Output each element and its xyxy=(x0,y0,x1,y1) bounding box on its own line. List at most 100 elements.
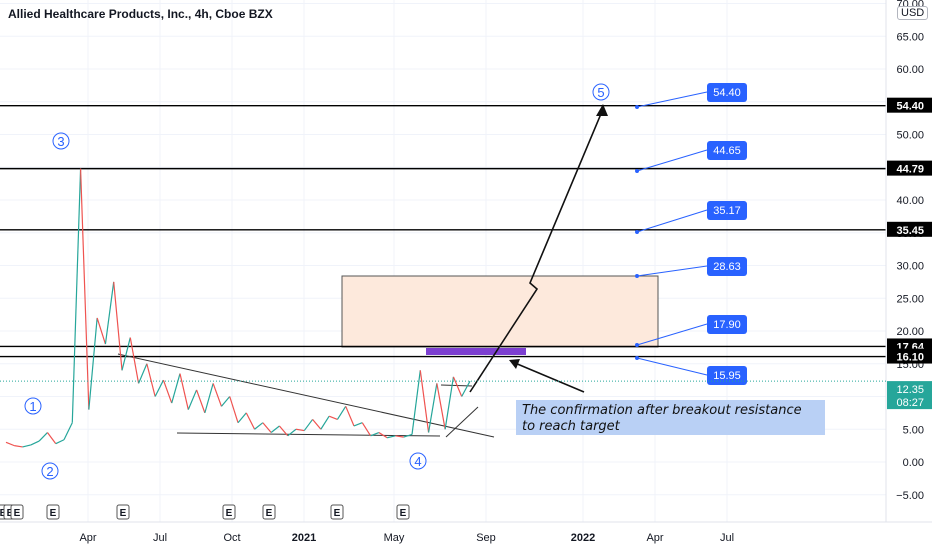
price-segment xyxy=(104,281,115,345)
annotation-text-line2: to reach target xyxy=(522,419,621,434)
target-leader-line xyxy=(636,357,708,376)
target-zone-box xyxy=(341,275,659,348)
price-segment xyxy=(278,425,289,437)
price-segment xyxy=(171,373,181,404)
target-tag xyxy=(707,141,747,160)
price-axis-bg xyxy=(886,0,932,522)
target-anchor-dot xyxy=(635,343,639,347)
time-tick-label: 2021 xyxy=(292,532,316,544)
annotation-text-line1: The confirmation after breakout resistan… xyxy=(522,403,802,418)
annotation-box: The confirmation after breakout resistan… xyxy=(516,400,825,435)
time-tick-label: Jul xyxy=(720,532,734,544)
target-leader-line xyxy=(636,149,708,172)
target-anchor-dot xyxy=(635,169,639,173)
price-segment xyxy=(237,412,247,424)
price-segment xyxy=(361,422,372,437)
price-segment xyxy=(38,432,48,442)
target-leader-line xyxy=(636,209,708,233)
price-segment xyxy=(113,281,123,371)
earnings-marker xyxy=(330,504,344,520)
time-tick-label: 2022 xyxy=(571,532,595,544)
target-tag-label: 15.95 xyxy=(713,370,741,382)
upper-trendline xyxy=(117,353,495,438)
price-segment xyxy=(79,168,90,410)
price-segment xyxy=(444,376,455,430)
price-segment xyxy=(436,383,446,430)
price-segment xyxy=(320,415,330,430)
price-segment xyxy=(336,406,347,420)
price-segment xyxy=(30,440,40,446)
time-tick-label: Oct xyxy=(223,532,240,544)
earnings-marker xyxy=(262,504,276,520)
level-price-tag-label: 54.40 xyxy=(896,101,924,113)
earnings-marker xyxy=(10,504,24,520)
price-segment xyxy=(220,396,231,407)
price-segment xyxy=(129,337,140,384)
target-tag xyxy=(707,366,747,385)
earnings-marker-label: E xyxy=(7,508,14,519)
wave-label-circle xyxy=(52,132,70,150)
target-leader-line xyxy=(636,323,708,346)
level-price-tag-label: 35.45 xyxy=(896,225,924,237)
price-segment xyxy=(287,428,297,437)
earnings-marker-label: E xyxy=(50,508,57,519)
gridlines xyxy=(0,0,886,522)
earnings-marker xyxy=(222,504,236,520)
earnings-marker xyxy=(396,504,410,520)
currency-badge[interactable]: USD xyxy=(897,6,929,20)
target-tag xyxy=(707,315,747,334)
earnings-marker-label: E xyxy=(400,508,407,519)
price-segment xyxy=(187,389,198,410)
price-tick-label: 5.00 xyxy=(903,424,924,436)
wave-label: 5 xyxy=(597,85,604,100)
price-tick-label: 60.00 xyxy=(896,64,924,76)
target-anchor-dot xyxy=(635,356,639,360)
price-segment xyxy=(370,431,380,437)
price-segment xyxy=(328,415,338,420)
wave-labels: 1 2 3 4 5 xyxy=(24,83,610,480)
wave-label-circle xyxy=(41,462,59,480)
time-tick-label: Apr xyxy=(646,532,663,544)
price-segment xyxy=(55,439,65,445)
price-segment xyxy=(162,379,173,404)
chart-title: Allied Healthcare Products, Inc., 4h, Cb… xyxy=(8,7,273,21)
earnings-marker-label: E xyxy=(334,508,341,519)
price-segment xyxy=(63,422,73,440)
level-price-tag xyxy=(887,221,932,237)
target-tag xyxy=(707,257,747,276)
price-tick-label: 40.00 xyxy=(896,195,924,207)
earnings-marker xyxy=(46,504,60,520)
price-segment xyxy=(121,337,131,371)
earnings-marker-label: E xyxy=(226,508,233,519)
price-segment xyxy=(96,317,107,345)
price-segment xyxy=(345,406,355,427)
target-tag-label: 44.65 xyxy=(713,145,741,157)
last-price-tag xyxy=(887,381,932,410)
price-segment xyxy=(212,383,222,407)
breakout-resistance-zone xyxy=(426,348,526,355)
price-segment xyxy=(452,376,463,397)
price-segment xyxy=(461,380,471,397)
price-segment xyxy=(303,419,314,431)
wave-label-circle xyxy=(409,452,427,470)
price-segment xyxy=(270,425,280,433)
earnings-marker-label: E xyxy=(0,508,7,519)
price-segment xyxy=(179,373,189,410)
price-tick-label: 25.00 xyxy=(896,293,924,305)
time-axis-bg xyxy=(0,522,932,550)
price-segment xyxy=(46,432,57,445)
price-segment xyxy=(312,419,322,430)
price-tick-label: 70.00 xyxy=(896,0,924,11)
price-axis[interactable]: 70.0065.0060.0055.0050.0045.0040.0035.00… xyxy=(0,0,932,522)
price-segment xyxy=(71,168,82,423)
price-tick-label: −5.00 xyxy=(896,490,924,502)
wave-label-circle xyxy=(24,397,42,415)
target-tag-label: 28.63 xyxy=(713,261,741,273)
wave-projection-arrow xyxy=(469,104,608,393)
time-tick-label: Sep xyxy=(476,532,496,544)
target-leader-line xyxy=(636,91,708,108)
price-segment xyxy=(14,445,23,448)
